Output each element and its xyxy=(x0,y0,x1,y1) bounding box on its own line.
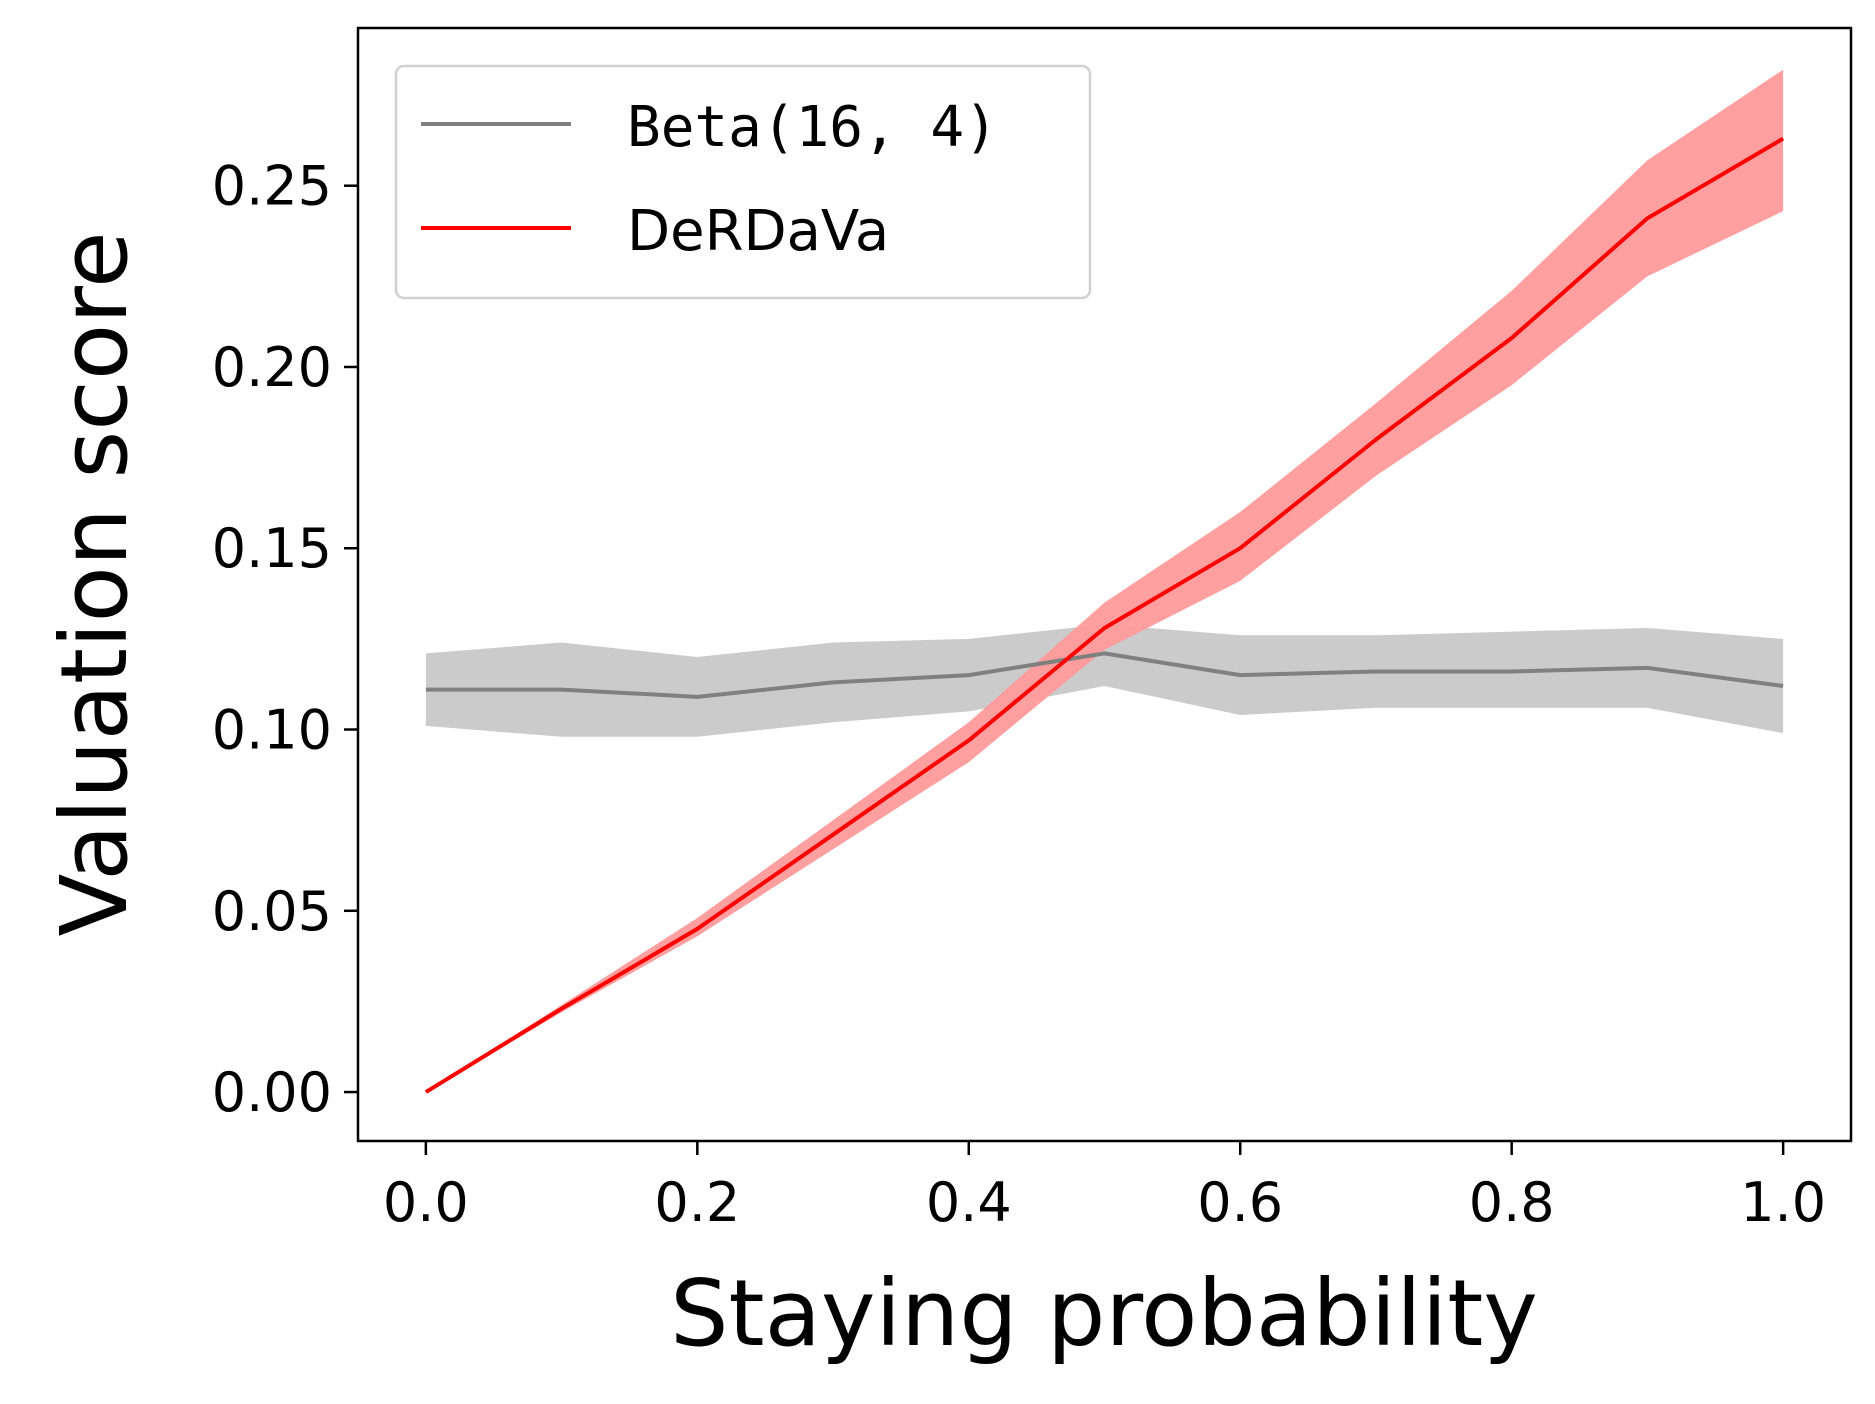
x-tick-label: 0.2 xyxy=(654,1171,740,1234)
y-tick-label: 0.15 xyxy=(212,517,332,580)
legend-label-beta: Beta(16, 4) xyxy=(627,95,998,160)
y-tick-label: 0.00 xyxy=(212,1061,332,1124)
plot-frame xyxy=(356,26,1853,1143)
band-derdava xyxy=(425,69,1784,1093)
y-axis-title: Valuation score xyxy=(41,231,148,936)
y-tick-label: 0.25 xyxy=(212,155,332,218)
x-axis-title: Staying probability xyxy=(670,1260,1538,1367)
y-axis-ticks: 0.00 0.05 0.10 0.15 0.20 0.25 xyxy=(212,155,358,1124)
legend: Beta(16, 4) DeRDaVa xyxy=(394,64,1092,300)
x-tick-label: 0.4 xyxy=(926,1171,1012,1234)
series-line-derdava xyxy=(424,136,1785,1094)
y-tick-label: 0.10 xyxy=(212,699,332,762)
x-tick-label: 0.8 xyxy=(1469,1171,1555,1234)
confidence-bands xyxy=(425,69,1784,1093)
y-tick-label: 0.20 xyxy=(212,336,332,399)
legend-label-derdava: DeRDaVa xyxy=(627,199,889,264)
y-tick-label: 0.05 xyxy=(212,880,332,943)
x-axis-ticks: 0.0 0.2 0.4 0.6 0.8 1.0 xyxy=(383,1141,1826,1234)
x-tick-label: 1.0 xyxy=(1740,1171,1826,1234)
x-tick-label: 0.0 xyxy=(383,1171,469,1234)
series-lines xyxy=(424,136,1785,1094)
band-beta-16-4 xyxy=(425,624,1784,737)
series-line-beta-16-4 xyxy=(425,651,1784,699)
x-tick-label: 0.6 xyxy=(1197,1171,1283,1234)
